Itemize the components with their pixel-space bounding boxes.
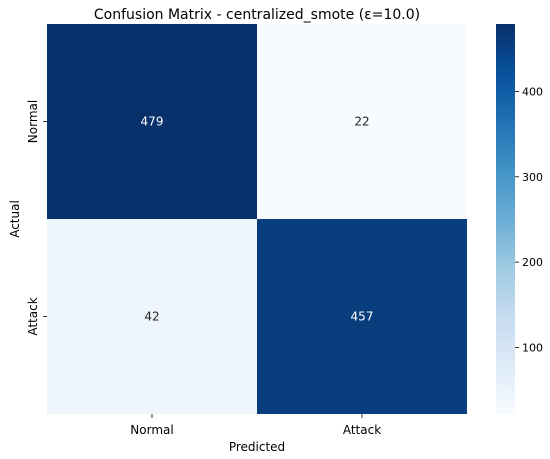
colorbar-tick-label: 100 <box>522 341 543 354</box>
colorbar-tick-label: 300 <box>522 171 543 184</box>
colorbar-tick-label: 200 <box>522 256 543 269</box>
heatmap-cell <box>47 24 257 219</box>
x-tick-label: Attack <box>343 423 381 437</box>
cell-value-label: 22 <box>354 115 369 129</box>
heatmap-cell <box>257 219 467 414</box>
x-tick-label: Normal <box>130 423 173 437</box>
y-axis-label: Actual <box>8 200 22 238</box>
heatmap-cells: 479 22 42 457 <box>47 24 467 414</box>
colorbar-tick-label: 400 <box>522 85 543 98</box>
y-tick-label: Normal <box>26 100 40 143</box>
chart-title: Confusion Matrix - centralized_smote (ε=… <box>94 7 420 23</box>
heatmap-cell <box>257 24 467 219</box>
x-axis-label: Predicted <box>229 440 285 454</box>
y-tick-label: Attack <box>26 297 40 335</box>
cell-value-label: 457 <box>351 310 374 324</box>
heatmap-cell <box>47 219 257 414</box>
cell-value-label: 479 <box>141 115 164 129</box>
axis-ticks: Normal Attack Normal Attack <box>26 100 381 437</box>
cell-value-label: 42 <box>144 310 159 324</box>
colorbar: 100 200 300 400 <box>496 24 543 414</box>
colorbar-gradient <box>496 24 515 414</box>
